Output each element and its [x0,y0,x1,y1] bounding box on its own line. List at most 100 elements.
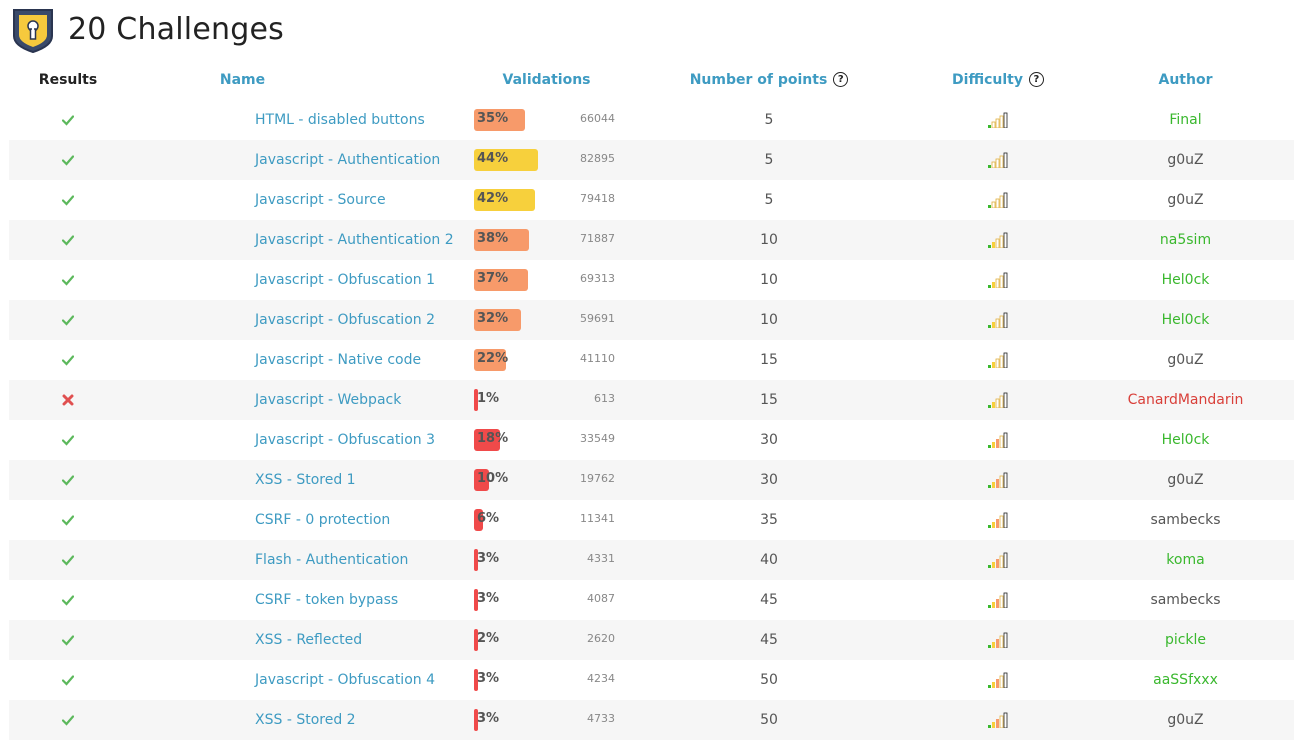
author-cell[interactable]: Hel0ck [1161,432,1210,448]
author-cell[interactable]: Final [1169,112,1202,128]
check-icon [61,435,75,446]
validations-cell: 10% 19762 [474,460,619,500]
column-header-author[interactable]: Author [1158,72,1213,88]
author-cell[interactable]: g0uZ [1077,140,1294,180]
author-cell[interactable]: Hel0ck [1077,300,1294,340]
author-cell[interactable]: g0uZ [1077,700,1294,740]
table-row[interactable]: Javascript - Authentication 44% 82895 5 g0uZ [9,140,1294,180]
author-cell[interactable]: g0uZ [1167,192,1204,208]
author-cell[interactable]: CanardMandarin [1077,380,1294,420]
check-icon [61,155,75,166]
table-row[interactable]: XSS - Reflected 2% 2620 45 pickle [9,620,1294,660]
challenge-link[interactable]: Javascript - Authentication 2 [255,232,454,248]
validation-count: 66044 [580,112,615,125]
difficulty-signal-icon [988,512,1008,529]
validation-progress-bar [474,149,538,171]
table-header-row: Results Name Validations Number of point… [9,60,1294,100]
validation-percent: 3% [477,591,500,606]
validation-percent: 42% [477,191,509,206]
difficulty-cell [919,540,1077,580]
challenge-link[interactable]: CSRF - 0 protection [255,512,391,528]
author-cell[interactable]: g0uZ [1167,352,1204,368]
author-cell[interactable]: koma [1077,540,1294,580]
table-row[interactable]: CSRF - 0 protection 6% 11341 35 sambecks [9,500,1294,540]
challenge-link[interactable]: Javascript - Obfuscation 1 [255,272,435,288]
column-header-points[interactable]: Number of points? [619,60,919,100]
challenge-link[interactable]: Javascript - Native code [255,352,422,368]
challenges-table: Results Name Validations Number of point… [9,60,1294,740]
author-cell[interactable]: sambecks [1150,592,1221,608]
challenge-link[interactable]: CSRF - token bypass [255,592,399,608]
question-circle-icon[interactable]: ? [1028,71,1044,87]
table-row[interactable]: Javascript - Authentication 2 38% 71887 10 n… [9,220,1294,260]
table-row[interactable]: Javascript - Source 42% 79418 5 g0uZ [9,180,1294,220]
challenge-link[interactable]: HTML - disabled buttons [255,112,425,128]
challenge-link[interactable]: Javascript - Obfuscation 2 [255,312,435,328]
challenge-link[interactable]: Javascript - Obfuscation 3 [255,432,435,448]
validation-percent: 6% [477,511,500,526]
result-cell [9,380,127,420]
author-cell[interactable]: aaSSfxxx [1153,672,1218,688]
validations-cell: 35% 66044 [474,100,619,140]
validations-cell: 2% 2620 [474,620,619,660]
points-cell: 30 [760,432,778,448]
validation-progress-bar [474,189,535,211]
challenge-link[interactable]: XSS - Stored 2 [255,712,356,728]
points-cell: 5 [619,140,919,180]
column-header-validations[interactable]: Validations [502,72,591,88]
author-cell[interactable]: na5sim [1077,220,1294,260]
validation-percent: 3% [477,551,500,566]
author-cell[interactable]: sambecks [1150,512,1221,528]
author-cell[interactable]: Hel0ck [1161,272,1210,288]
table-row[interactable]: XSS - Stored 2 3% 4733 50 g0uZ [9,700,1294,740]
challenge-link[interactable]: Javascript - Webpack [255,392,402,408]
challenge-link[interactable]: XSS - Stored 1 [255,472,356,488]
author-cell[interactable]: g0uZ [1077,460,1294,500]
difficulty-cell [919,180,1077,220]
table-row[interactable]: Javascript - Obfuscation 2 32% 59691 10 Hel0… [9,300,1294,340]
question-circle-icon[interactable]: ? [833,71,849,87]
difficulty-cell [919,460,1077,500]
challenge-name-cell: Javascript - Authentication [127,140,474,180]
challenge-link[interactable]: Flash - Authentication [255,552,409,568]
difficulty-signal-icon [988,192,1008,209]
column-header-difficulty[interactable]: Difficulty? [919,60,1077,100]
difficulty-signal-icon [988,272,1008,289]
validation-progress-bar [474,429,500,451]
table-row[interactable]: HTML - disabled buttons 35% 66044 5 Final [9,100,1294,140]
column-header-name[interactable]: Name [219,72,266,88]
check-icon [61,715,75,726]
challenge-link[interactable]: Javascript - Obfuscation 4 [255,672,435,688]
table-row[interactable]: Javascript - Obfuscation 3 18% 33549 30 Hel0… [9,420,1294,460]
points-cell: 35 [760,512,778,528]
challenge-link[interactable]: XSS - Reflected [255,632,363,648]
validation-progress-bar [474,669,478,691]
difficulty-signal-icon [988,352,1008,369]
shield-keyhole-icon [13,9,53,54]
validation-percent: 22% [477,351,509,366]
table-row[interactable]: XSS - Stored 1 10% 19762 30 g0uZ [9,460,1294,500]
validation-progress-bar [474,229,529,251]
check-icon [61,475,75,486]
table-row[interactable]: Javascript - Obfuscation 4 3% 4234 50 aaSSfx… [9,660,1294,700]
validations-cell: 37% 69313 [474,260,619,300]
points-cell: 15 [619,380,919,420]
author-cell[interactable]: pickle [1077,620,1294,660]
table-row[interactable]: Javascript - Native code 22% 41110 15 g0uZ [9,340,1294,380]
validation-percent: 32% [477,311,509,326]
table-row[interactable]: Javascript - Webpack 1% 613 15 CanardMandari… [9,380,1294,420]
check-icon [61,635,75,646]
table-row[interactable]: Javascript - Obfuscation 1 37% 69313 10 Hel0… [9,260,1294,300]
validations-cell: 18% 33549 [474,420,619,460]
validations-cell: 38% 71887 [474,220,619,260]
challenge-link[interactable]: Javascript - Source [255,192,386,208]
difficulty-signal-icon [988,392,1008,409]
challenge-link[interactable]: Javascript - Authentication [255,152,441,168]
check-icon [61,235,75,246]
table-row[interactable]: CSRF - token bypass 3% 4087 45 sambecks [9,580,1294,620]
challenge-name-cell: Javascript - Source [127,180,474,220]
difficulty-signal-icon [988,312,1008,329]
points-cell: 40 [619,540,919,580]
result-cell [9,580,127,620]
table-row[interactable]: Flash - Authentication 3% 4331 40 koma [9,540,1294,580]
